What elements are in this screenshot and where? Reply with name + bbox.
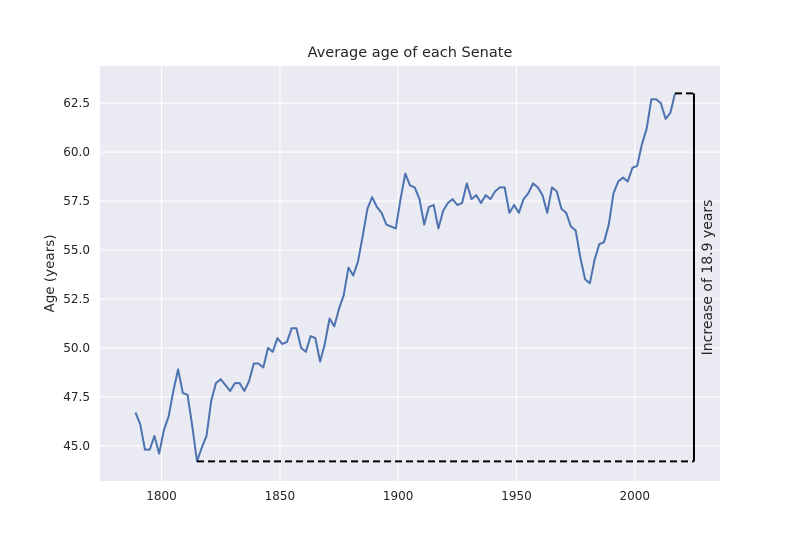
- y-tick-label: 45.0: [63, 439, 90, 453]
- x-tick-label: 2000: [620, 489, 651, 503]
- y-tick-label: 60.0: [63, 145, 90, 159]
- y-tick-label: 50.0: [63, 341, 90, 355]
- chart-title: Average age of each Senate: [308, 45, 513, 61]
- y-tick-label: 52.5: [63, 292, 90, 306]
- y-tick-label: 55.0: [63, 243, 90, 257]
- y-axis: 45.0 47.5 50.0 52.5 55.0 57.5 60.0 62.5: [63, 96, 90, 453]
- x-tick-label: 1850: [265, 489, 296, 503]
- y-tick-label: 57.5: [63, 194, 90, 208]
- y-tick-label: 47.5: [63, 390, 90, 404]
- annotation: Increase of 18.9 years: [197, 92, 716, 463]
- y-axis-label: Age (years): [42, 234, 58, 312]
- y-tick-label: 62.5: [63, 96, 90, 110]
- annotation-label: Increase of 18.9 years: [700, 200, 716, 356]
- series-layer: [134, 93, 677, 463]
- plot-area: [100, 66, 720, 481]
- x-axis: 1800 1850 1900 1950 2000: [146, 489, 650, 503]
- series-line: [134, 93, 677, 463]
- x-tick-label: 1950: [501, 489, 532, 503]
- x-tick-label: 1800: [146, 489, 177, 503]
- x-tick-label: 1900: [383, 489, 414, 503]
